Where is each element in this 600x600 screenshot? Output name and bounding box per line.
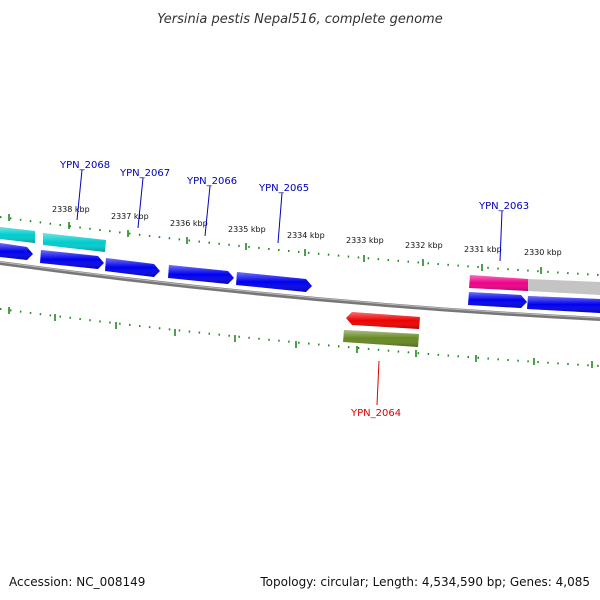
tick-label: 2335 kbp [228, 225, 266, 234]
forward-cds-feature-shade [168, 265, 234, 284]
forward-cds-feature-shade [527, 296, 600, 313]
genome-backbone-highlight [0, 261, 600, 319]
gene-label-ypn-2067[interactable]: YPN_2067 [119, 168, 170, 179]
teal-cds-feature-shade [43, 233, 106, 252]
forward-cds-feature-shade [468, 292, 527, 308]
leader-line [499, 210, 503, 262]
tick-label: 2338 kbp [52, 205, 90, 214]
gene-label-ypn-2064[interactable]: YPN_2064 [350, 408, 401, 419]
gene-label-ypn-2066[interactable]: YPN_2066 [186, 176, 237, 187]
leader-line [76, 169, 83, 221]
forward-strand-ring [0, 243, 600, 313]
forward-cds-feature-shade [40, 250, 104, 269]
tick-label: 2331 kbp [464, 245, 502, 254]
inner-tick-ring-minor [0, 308, 600, 367]
gene-label-ypn-2063[interactable]: YPN_2063 [478, 201, 529, 212]
leader-line [137, 177, 144, 229]
outer-major-ticks [8, 214, 542, 274]
inner-tick-ring [0, 307, 600, 368]
forward-cds-feature-shade [236, 272, 312, 292]
selected-reverse-cds-feature-shade [346, 312, 420, 329]
tick-label: 2330 kbp [524, 248, 562, 257]
forward-cds-feature-shade [105, 258, 160, 277]
teal-cds-feature-shade [0, 227, 35, 243]
grey-feature[interactable] [528, 279, 600, 295]
inner-major-ticks [8, 307, 593, 368]
accession-text: Accession: NC_008149 [9, 575, 146, 589]
tick-label: 2332 kbp [405, 241, 443, 250]
rna-feature-shade [469, 275, 528, 291]
leader-line [376, 360, 380, 406]
tick-label: 2336 kbp [170, 219, 208, 228]
topology-text: Topology: circular; Length: 4,534,590 bp… [260, 575, 590, 589]
tick-labels: 2338 kbp 2337 kbp 2336 kbp 2335 kbp 2334… [52, 205, 562, 257]
genome-backbone [0, 261, 600, 321]
outer-tick-ring [0, 214, 600, 276]
forward-cds-feature-shade [0, 243, 33, 260]
reverse-cds-feature-shade [343, 330, 419, 347]
gene-label-ypn-2068[interactable]: YPN_2068 [59, 160, 110, 171]
map-title: Yersinia pestis Nepal516, complete genom… [157, 12, 442, 27]
leader-line [204, 185, 211, 237]
feature-ring-outer [0, 227, 600, 295]
leader-line [277, 192, 283, 244]
gene-label-leaders [76, 169, 503, 406]
tick-label: 2337 kbp [111, 212, 149, 221]
tick-label: 2334 kbp [287, 231, 325, 240]
reverse-strand-ring [343, 312, 420, 347]
gene-labels: YPN_2068 YPN_2067 YPN_2066 YPN_2065 YPN_… [59, 160, 529, 419]
gene-label-ypn-2065[interactable]: YPN_2065 [258, 183, 309, 194]
tick-label: 2333 kbp [346, 236, 384, 245]
